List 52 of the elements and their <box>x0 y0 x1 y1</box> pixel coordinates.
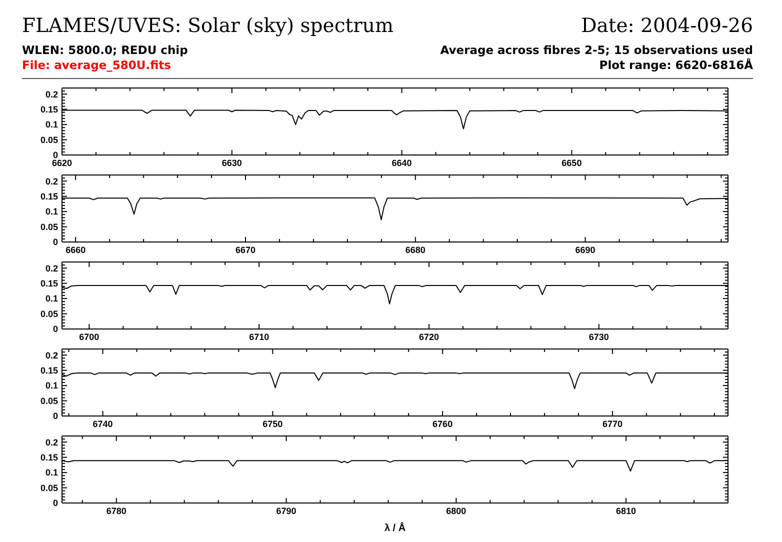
y-tick-label: 0 <box>52 324 58 334</box>
x-tick-label: 6690 <box>575 245 596 255</box>
x-tick-label: 6810 <box>616 506 636 516</box>
x-tick-label: 6700 <box>79 332 100 342</box>
y-tick-label: 0.05 <box>40 134 58 145</box>
text: File: average_580U.fits <box>22 58 171 72</box>
y-tick-label: 0 <box>52 237 58 248</box>
y-tick-label: 0.15 <box>40 192 58 202</box>
x-tick-label: 6780 <box>106 506 126 516</box>
y-tick-label: 0.15 <box>40 104 58 115</box>
x-tick-label: 6660 <box>66 245 86 255</box>
chart-title: FLAMES/UVES: Solar (sky) spectrum <box>22 14 394 36</box>
x-tick-label: 6770 <box>602 419 622 429</box>
y-tick-label: 0.05 <box>40 308 58 319</box>
x-tick-label: 6790 <box>276 506 296 516</box>
y-tick-label: 0.05 <box>40 482 58 493</box>
x-tick-label: 6680 <box>405 245 426 255</box>
x-tick-label: 6730 <box>588 332 609 342</box>
y-tick-label: 0 <box>52 498 58 508</box>
y-tick-label: 0.2 <box>45 263 58 274</box>
y-tick-label: 0.1 <box>45 294 58 304</box>
x-tick-label: 6650 <box>562 158 582 168</box>
x-axis-title: λ / Å <box>384 523 406 534</box>
x-tick-label: 6750 <box>262 419 283 429</box>
x-tick-label: 6640 <box>392 158 412 168</box>
y-tick-label: 0.15 <box>40 278 58 289</box>
x-tick-label: 6800 <box>446 506 466 516</box>
y-tick-label: 0 <box>52 150 58 160</box>
y-tick-label: 0.2 <box>45 350 58 360</box>
y-tick-label: 0.1 <box>45 120 58 130</box>
y-tick-label: 0 <box>52 411 58 422</box>
x-tick-label: 6710 <box>249 332 270 342</box>
y-tick-label: 0.05 <box>40 222 58 232</box>
text: Average across fibres 2-5; 15 observations used <box>440 43 753 58</box>
y-tick-label: 0.05 <box>40 396 58 406</box>
y-tick-label: 0.15 <box>40 366 58 376</box>
x-tick-label: 6670 <box>235 245 256 255</box>
y-tick-label: 0.15 <box>40 452 58 463</box>
x-tick-label: 6620 <box>52 158 72 168</box>
x-tick-label: 6760 <box>432 419 453 429</box>
x-tick-label: 6740 <box>92 419 113 429</box>
y-tick-label: 0.1 <box>45 380 58 391</box>
x-tick-label: 6720 <box>418 332 439 342</box>
y-tick-label: 0.1 <box>45 206 58 217</box>
chart-subtitle: WLEN: 5800.0; REDU chip <box>22 43 188 58</box>
y-tick-label: 0.2 <box>45 176 58 186</box>
x-tick-label: 6630 <box>222 158 242 168</box>
y-tick-label: 0.1 <box>45 468 58 478</box>
y-tick-label: 0.2 <box>45 437 58 448</box>
y-tick-label: 0.2 <box>45 89 58 100</box>
text: Plot range: 6620-6816Å <box>599 58 753 72</box>
text: Date: 2004-09-26 <box>581 14 753 36</box>
